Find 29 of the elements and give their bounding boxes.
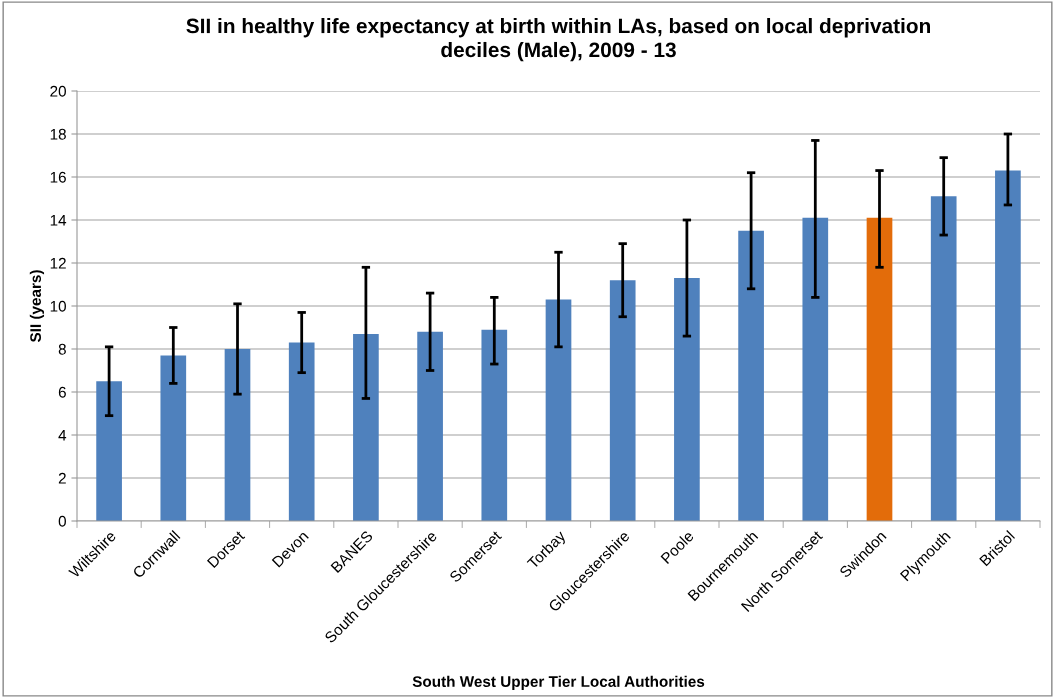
bar	[995, 170, 1021, 521]
y-tick-label: 0	[58, 515, 66, 527]
bar	[288, 342, 315, 521]
chart-title: SII in healthy life expectancy at birth within LAs, based on local deprivation deciles (Male), 2009 - 13	[186, 18, 930, 62]
bar	[930, 196, 957, 521]
y-tick-label: 10	[50, 300, 66, 312]
bar	[96, 381, 122, 521]
bar	[353, 333, 379, 521]
bar	[545, 299, 572, 521]
bar	[802, 217, 829, 521]
x-axis-title: South West Upper Tier Local Authorities	[412, 675, 705, 690]
y-tick-label: 14	[50, 215, 67, 226]
y-tick-label: 20	[50, 85, 66, 97]
bar	[738, 230, 764, 521]
y-tick-label: 8	[58, 343, 66, 355]
bar	[481, 329, 508, 521]
y-tick-label: 18	[50, 128, 66, 140]
y-tick-label: 6	[58, 386, 66, 398]
bar	[160, 355, 187, 521]
y-tick-label: 2	[58, 472, 66, 484]
bar	[609, 280, 636, 521]
bar	[674, 278, 700, 521]
y-tick-label: 12	[50, 257, 66, 269]
bar	[417, 331, 443, 521]
y-tick-label: 4	[58, 430, 67, 441]
bar	[866, 217, 893, 521]
y-axis-title: SII (years)	[29, 270, 45, 343]
y-tick-label: 16	[50, 171, 66, 183]
bar	[224, 349, 251, 521]
